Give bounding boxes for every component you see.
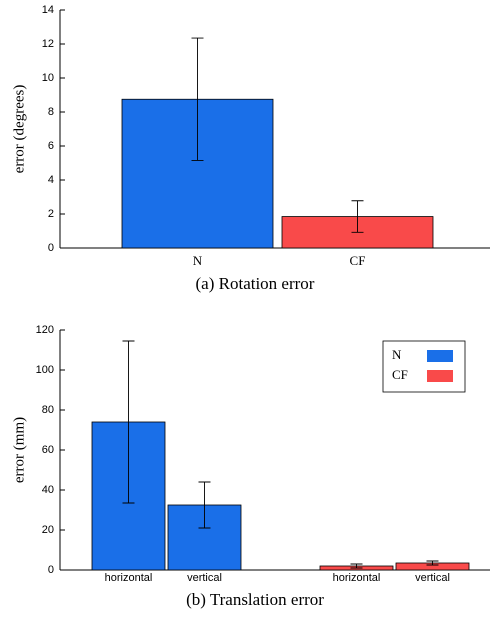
x-tick-label: CF bbox=[350, 253, 366, 268]
y-tick-label: 8 bbox=[48, 106, 54, 118]
y-tick-label: 14 bbox=[42, 4, 54, 16]
legend-box bbox=[382, 340, 466, 393]
y-tick-label: 120 bbox=[36, 324, 54, 336]
legend-swatch bbox=[427, 370, 453, 382]
y-tick-label: 60 bbox=[42, 444, 54, 456]
caption: (a) Rotation error bbox=[196, 274, 315, 293]
y-tick-label: 20 bbox=[42, 524, 54, 536]
y-tick-label: 6 bbox=[48, 140, 54, 152]
y-tick-label: 0 bbox=[48, 242, 54, 254]
error-bar bbox=[122, 340, 135, 504]
x-tick-label: vertical bbox=[415, 572, 450, 584]
x-tick-label: N bbox=[193, 253, 203, 268]
y-tick-label: 40 bbox=[42, 484, 54, 496]
error-bar bbox=[198, 481, 211, 529]
y-axis-label: error (mm) bbox=[11, 417, 27, 483]
x-tick-label: horizontal bbox=[333, 572, 381, 584]
error-bar bbox=[350, 563, 363, 569]
caption: (b) Translation error bbox=[186, 590, 324, 609]
y-tick-label: 80 bbox=[42, 404, 54, 416]
x-tick-label: vertical bbox=[187, 572, 222, 584]
x-tick-label: horizontal bbox=[105, 572, 153, 584]
y-tick-label: 0 bbox=[48, 564, 54, 576]
error-bar bbox=[191, 37, 204, 161]
y-tick-label: 2 bbox=[48, 208, 54, 220]
legend-swatch bbox=[427, 350, 453, 362]
error-bar bbox=[426, 560, 439, 566]
legend-label: CF bbox=[392, 367, 408, 382]
y-tick-label: 12 bbox=[42, 38, 54, 50]
y-tick-label: 100 bbox=[36, 364, 54, 376]
error-bar bbox=[351, 200, 364, 233]
y-tick-label: 10 bbox=[42, 72, 54, 84]
y-tick-label: 4 bbox=[48, 174, 54, 186]
y-axis-label: error (degrees) bbox=[11, 85, 27, 174]
legend-label: N bbox=[392, 347, 402, 362]
